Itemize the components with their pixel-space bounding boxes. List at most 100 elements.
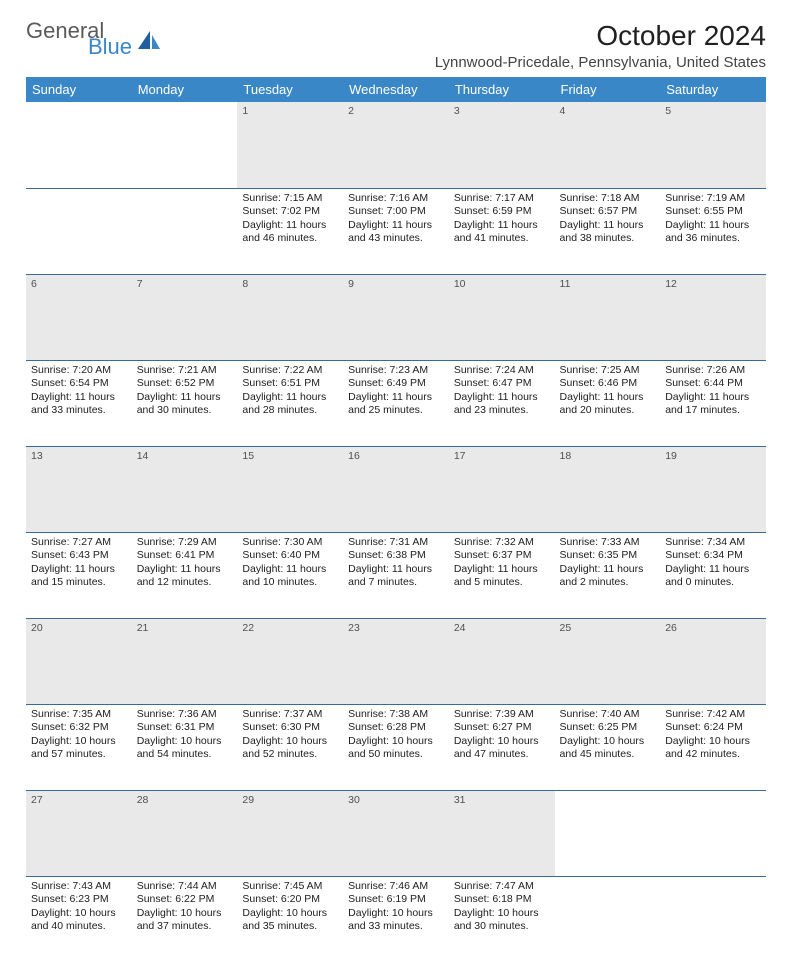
day-number: 11 (555, 274, 661, 360)
day-cell-line: Sunset: 6:20 PM (242, 893, 338, 907)
day-cell-line: Daylight: 11 hours (560, 563, 656, 577)
day-cell-content: Sunrise: 7:29 AMSunset: 6:41 PMDaylight:… (137, 536, 233, 591)
day-cell-line: Sunset: 6:38 PM (348, 549, 444, 563)
day-cell-line: Sunrise: 7:47 AM (454, 880, 550, 894)
weekday-header: Friday (555, 77, 661, 102)
day-cell-line: Sunrise: 7:42 AM (665, 708, 761, 722)
day-cell-line: Sunrise: 7:36 AM (137, 708, 233, 722)
week-row: Sunrise: 7:20 AMSunset: 6:54 PMDaylight:… (26, 360, 766, 446)
day-number: 2 (343, 102, 449, 188)
day-cell-line: Daylight: 11 hours (31, 563, 127, 577)
day-number: 29 (237, 790, 343, 876)
day-cell-line: Daylight: 11 hours (31, 391, 127, 405)
weekday-header: Tuesday (237, 77, 343, 102)
day-cell-content: Sunrise: 7:20 AMSunset: 6:54 PMDaylight:… (31, 364, 127, 419)
day-cell-line: and 0 minutes. (665, 576, 761, 590)
day-cell-line: Sunset: 7:00 PM (348, 205, 444, 219)
day-number: 19 (660, 446, 766, 532)
day-cell-content: Sunrise: 7:23 AMSunset: 6:49 PMDaylight:… (348, 364, 444, 419)
day-cell-line: Sunrise: 7:21 AM (137, 364, 233, 378)
day-cell-line: Daylight: 10 hours (31, 907, 127, 921)
day-cell-line: Sunrise: 7:39 AM (454, 708, 550, 722)
day-cell-line: Sunrise: 7:16 AM (348, 192, 444, 206)
day-number: 3 (449, 102, 555, 188)
day-cell-line: and 12 minutes. (137, 576, 233, 590)
day-number: 5 (660, 102, 766, 188)
day-cell-line: Daylight: 10 hours (348, 907, 444, 921)
day-cell-line: Daylight: 11 hours (454, 391, 550, 405)
day-cell (555, 876, 661, 962)
day-cell-line: Sunset: 6:52 PM (137, 377, 233, 391)
calendar-table: Sunday Monday Tuesday Wednesday Thursday… (26, 77, 766, 962)
day-cell-line: and 37 minutes. (137, 920, 233, 934)
day-cell-line: Daylight: 11 hours (665, 563, 761, 577)
day-cell-line: Sunset: 6:34 PM (665, 549, 761, 563)
day-cell: Sunrise: 7:36 AMSunset: 6:31 PMDaylight:… (132, 704, 238, 790)
day-cell-line: and 38 minutes. (560, 232, 656, 246)
day-cell-content: Sunrise: 7:37 AMSunset: 6:30 PMDaylight:… (242, 708, 338, 763)
day-number (26, 102, 132, 188)
day-cell-line: Daylight: 10 hours (137, 735, 233, 749)
day-cell-line: and 17 minutes. (665, 404, 761, 418)
day-number (660, 790, 766, 876)
day-cell-content: Sunrise: 7:47 AMSunset: 6:18 PMDaylight:… (454, 880, 550, 935)
day-cell (132, 188, 238, 274)
day-cell-line: Daylight: 11 hours (242, 563, 338, 577)
day-cell-line: Sunrise: 7:43 AM (31, 880, 127, 894)
logo-text: General Blue (26, 20, 132, 58)
logo: General Blue (26, 20, 162, 58)
day-cell-line: Sunset: 6:59 PM (454, 205, 550, 219)
title-block: October 2024 Lynnwood-Pricedale, Pennsyl… (435, 20, 766, 71)
day-cell: Sunrise: 7:29 AMSunset: 6:41 PMDaylight:… (132, 532, 238, 618)
day-cell-content: Sunrise: 7:46 AMSunset: 6:19 PMDaylight:… (348, 880, 444, 935)
daynum-row: 20212223242526 (26, 618, 766, 704)
day-cell-line: Sunset: 6:27 PM (454, 721, 550, 735)
day-cell-line: Daylight: 11 hours (665, 391, 761, 405)
day-cell-line: Sunset: 6:19 PM (348, 893, 444, 907)
day-cell-line: Sunset: 6:49 PM (348, 377, 444, 391)
day-cell-line: Sunrise: 7:35 AM (31, 708, 127, 722)
day-cell: Sunrise: 7:24 AMSunset: 6:47 PMDaylight:… (449, 360, 555, 446)
day-cell-line: Sunset: 6:51 PM (242, 377, 338, 391)
day-number: 6 (26, 274, 132, 360)
day-cell: Sunrise: 7:15 AMSunset: 7:02 PMDaylight:… (237, 188, 343, 274)
day-cell-line: and 20 minutes. (560, 404, 656, 418)
day-cell-line: and 2 minutes. (560, 576, 656, 590)
day-cell-line: and 50 minutes. (348, 748, 444, 762)
day-cell-content: Sunrise: 7:18 AMSunset: 6:57 PMDaylight:… (560, 192, 656, 247)
day-number: 24 (449, 618, 555, 704)
day-cell-content: Sunrise: 7:35 AMSunset: 6:32 PMDaylight:… (31, 708, 127, 763)
day-cell-line: Daylight: 11 hours (454, 219, 550, 233)
day-cell: Sunrise: 7:19 AMSunset: 6:55 PMDaylight:… (660, 188, 766, 274)
day-number: 26 (660, 618, 766, 704)
day-cell (26, 188, 132, 274)
day-cell: Sunrise: 7:31 AMSunset: 6:38 PMDaylight:… (343, 532, 449, 618)
day-number: 22 (237, 618, 343, 704)
day-number: 9 (343, 274, 449, 360)
day-cell-content: Sunrise: 7:42 AMSunset: 6:24 PMDaylight:… (665, 708, 761, 763)
day-cell-line: Sunrise: 7:18 AM (560, 192, 656, 206)
day-number: 21 (132, 618, 238, 704)
day-cell-line: Daylight: 10 hours (665, 735, 761, 749)
day-number: 4 (555, 102, 661, 188)
day-cell-line: Sunset: 6:40 PM (242, 549, 338, 563)
day-cell-line: Sunrise: 7:40 AM (560, 708, 656, 722)
day-cell-content: Sunrise: 7:21 AMSunset: 6:52 PMDaylight:… (137, 364, 233, 419)
calendar-body: 12345Sunrise: 7:15 AMSunset: 7:02 PMDayl… (26, 102, 766, 962)
weekday-header: Wednesday (343, 77, 449, 102)
day-cell-line: Sunrise: 7:29 AM (137, 536, 233, 550)
day-cell-line: and 15 minutes. (31, 576, 127, 590)
day-cell-content: Sunrise: 7:31 AMSunset: 6:38 PMDaylight:… (348, 536, 444, 591)
day-cell-line: Daylight: 10 hours (137, 907, 233, 921)
day-cell-line: Sunrise: 7:44 AM (137, 880, 233, 894)
location-subtitle: Lynnwood-Pricedale, Pennsylvania, United… (435, 54, 766, 71)
day-number: 20 (26, 618, 132, 704)
day-cell-line: Sunrise: 7:45 AM (242, 880, 338, 894)
day-cell-content: Sunrise: 7:16 AMSunset: 7:00 PMDaylight:… (348, 192, 444, 247)
day-cell: Sunrise: 7:32 AMSunset: 6:37 PMDaylight:… (449, 532, 555, 618)
day-cell-line: and 25 minutes. (348, 404, 444, 418)
day-number: 15 (237, 446, 343, 532)
day-cell-line: Daylight: 11 hours (242, 391, 338, 405)
day-cell-line: Daylight: 11 hours (348, 563, 444, 577)
day-number (132, 102, 238, 188)
